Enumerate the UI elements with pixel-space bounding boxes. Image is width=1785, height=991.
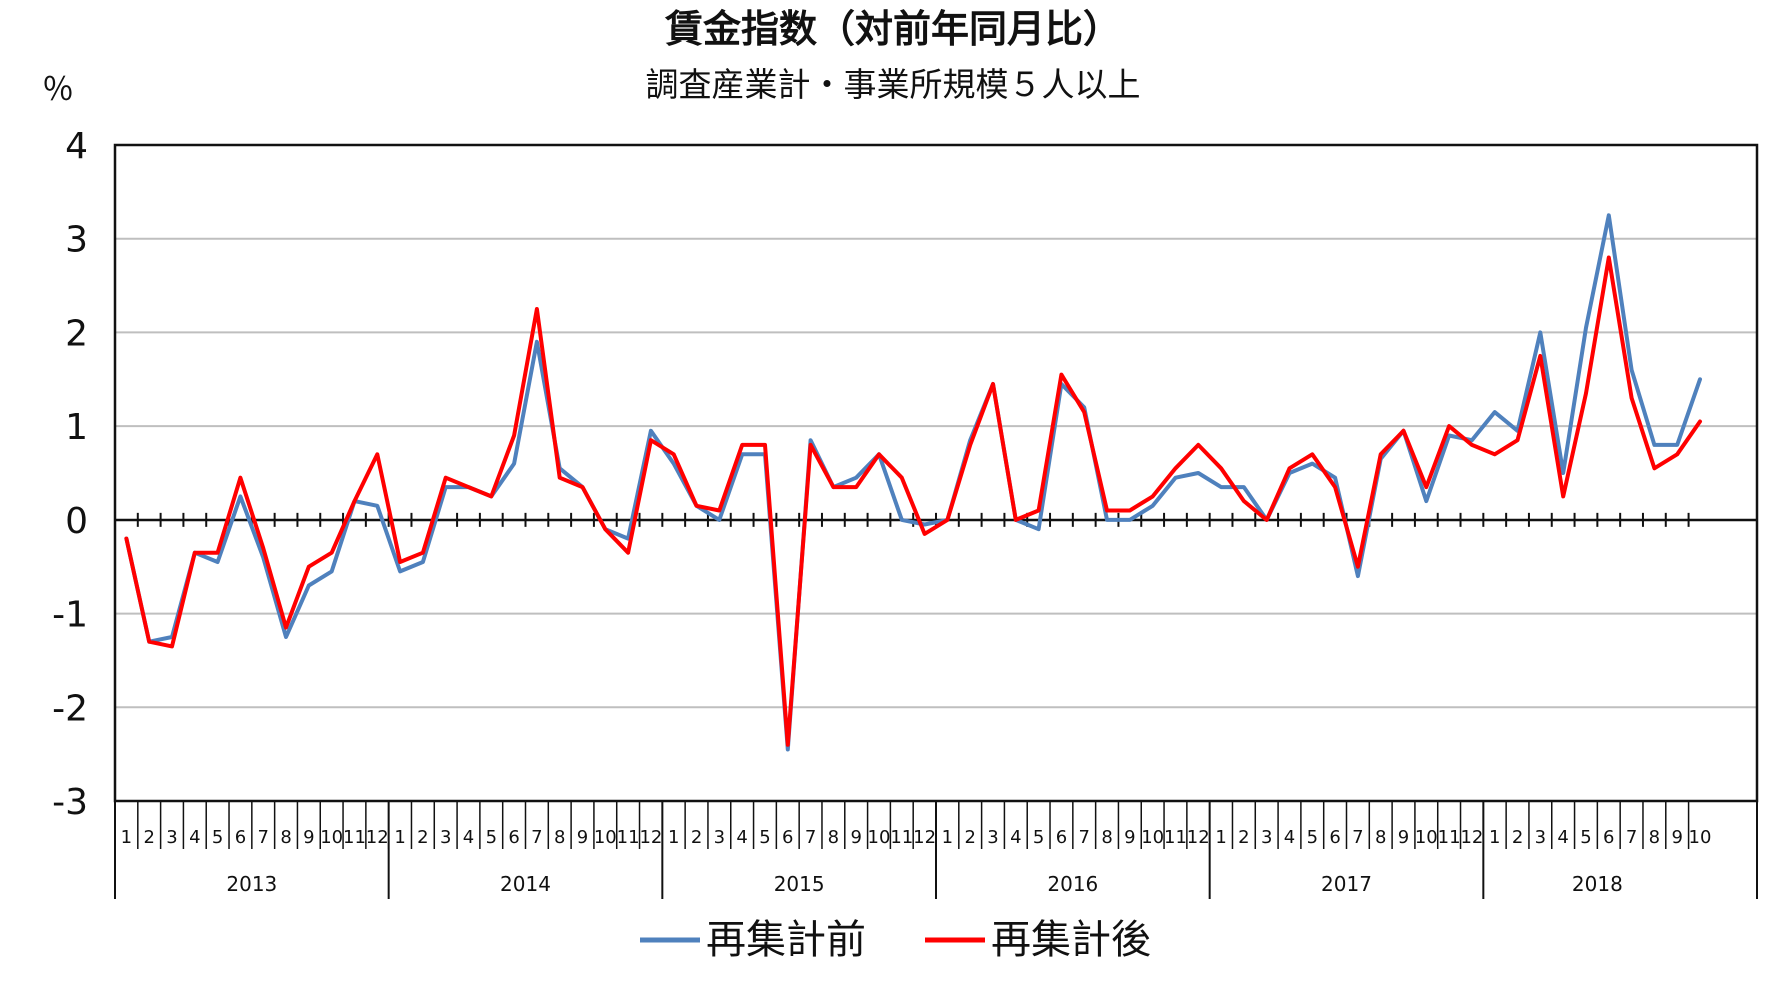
year-label: 2017 xyxy=(1321,872,1372,896)
month-tick-label: 11 xyxy=(890,827,913,848)
month-tick-label: 7 xyxy=(1079,827,1090,848)
month-tick-label: 9 xyxy=(1671,827,1682,848)
month-tick-label: 4 xyxy=(463,827,474,848)
month-tick-label: 7 xyxy=(1626,827,1637,848)
month-tick-label: 4 xyxy=(189,827,200,848)
year-label: 2018 xyxy=(1572,872,1623,896)
month-tick-label: 7 xyxy=(805,827,816,848)
month-tick-label: 6 xyxy=(235,827,246,848)
month-tick-label: 6 xyxy=(1329,827,1340,848)
month-tick-label: 2 xyxy=(691,827,702,848)
y-tick-label: 0 xyxy=(65,501,88,542)
month-tick-label: 9 xyxy=(1124,827,1135,848)
series-line-1 xyxy=(124,213,1702,752)
y-tick-label: -2 xyxy=(52,688,88,729)
y-tick-label: 1 xyxy=(65,407,88,448)
month-tick-label: 10 xyxy=(1141,827,1164,848)
month-tick-label: 10 xyxy=(1415,827,1438,848)
month-tick-label: 1 xyxy=(1489,827,1500,848)
month-tick-label: 11 xyxy=(617,827,640,848)
month-tick-label: 8 xyxy=(828,827,839,848)
month-tick-label: 10 xyxy=(594,827,617,848)
y-tick-label: 2 xyxy=(65,313,88,354)
y-tick-label: 4 xyxy=(65,126,88,167)
chart-title: 賃金指数（対前年同月比） xyxy=(664,7,1121,51)
month-tick-label: 9 xyxy=(1398,827,1409,848)
month-tick-label: 1 xyxy=(121,827,132,848)
month-tick-label: 5 xyxy=(486,827,497,848)
month-tick-label: 12 xyxy=(1460,827,1483,848)
month-tick-label: 4 xyxy=(736,827,747,848)
month-tick-label: 12 xyxy=(366,827,389,848)
month-tick-label: 2 xyxy=(1512,827,1523,848)
month-tick-label: 4 xyxy=(1284,827,1295,848)
plot-area-border xyxy=(113,143,1759,803)
month-tick-label: 8 xyxy=(1649,827,1660,848)
month-tick-label: 8 xyxy=(1375,827,1386,848)
month-tick-label: 10 xyxy=(320,827,343,848)
month-tick-label: 4 xyxy=(1557,827,1568,848)
month-tick-label: 8 xyxy=(280,827,291,848)
month-tick-label: 8 xyxy=(1101,827,1112,848)
month-tick-label: 6 xyxy=(1056,827,1067,848)
gridlines xyxy=(115,237,1757,709)
month-tick-label: 8 xyxy=(554,827,565,848)
month-tick-label: 7 xyxy=(531,827,542,848)
month-tick-label: 11 xyxy=(343,827,366,848)
month-tick-label: 7 xyxy=(1352,827,1363,848)
month-tick-label: 3 xyxy=(987,827,998,848)
month-tick-label: 3 xyxy=(1261,827,1272,848)
month-tick-label: 3 xyxy=(440,827,451,848)
month-tick-label: 7 xyxy=(258,827,269,848)
month-tick-label: 9 xyxy=(577,827,588,848)
month-tick-label: 12 xyxy=(639,827,662,848)
month-tick-label: 2 xyxy=(143,827,154,848)
month-tick-label: 1 xyxy=(668,827,679,848)
month-tick-label: 6 xyxy=(508,827,519,848)
month-tick-label: 12 xyxy=(913,827,936,848)
month-tick-label: 5 xyxy=(212,827,223,848)
month-tick-label: 2 xyxy=(964,827,975,848)
y-tick-labels: 4 3 2 1 0 -1 -2 -3 xyxy=(52,126,88,823)
month-tick-label: 5 xyxy=(1307,827,1318,848)
year-label: 2015 xyxy=(774,872,825,896)
year-label: 2013 xyxy=(226,872,277,896)
year-label: 2014 xyxy=(500,872,551,896)
y-tick-label: 3 xyxy=(65,220,88,261)
month-tick-label: 1 xyxy=(1215,827,1226,848)
month-tick-label: 5 xyxy=(759,827,770,848)
month-tick-label: 11 xyxy=(1164,827,1187,848)
y-tick-label: -1 xyxy=(52,595,88,636)
month-tick-label: 6 xyxy=(1603,827,1614,848)
month-tick-label: 6 xyxy=(782,827,793,848)
y-tick-label: -3 xyxy=(52,782,88,823)
series-line-2 xyxy=(124,255,1702,747)
month-tick-label: 3 xyxy=(166,827,177,848)
month-tick-label: 1 xyxy=(394,827,405,848)
month-tick-label: 3 xyxy=(1535,827,1546,848)
chart-subtitle: 調査産業計・事業所規模５人以上 xyxy=(646,65,1141,104)
month-tick-label: 2 xyxy=(417,827,428,848)
month-tick-label: 1 xyxy=(942,827,953,848)
legend-label-2: 再集計後 xyxy=(991,917,1151,963)
legend: 再集計前 再集計後 xyxy=(640,917,1151,963)
month-tick-label: 3 xyxy=(714,827,725,848)
month-tick-label: 10 xyxy=(868,827,891,848)
month-tick-label: 5 xyxy=(1580,827,1591,848)
month-tick-label: 4 xyxy=(1010,827,1021,848)
series-lines xyxy=(124,213,1702,752)
month-tick-label: 10 xyxy=(1689,827,1712,848)
month-tick-label: 11 xyxy=(1438,827,1461,848)
year-label: 2016 xyxy=(1047,872,1098,896)
month-tick-label: 5 xyxy=(1033,827,1044,848)
y-axis-label: ％ xyxy=(42,70,74,108)
month-tick-label: 12 xyxy=(1187,827,1210,848)
month-tick-label: 2 xyxy=(1238,827,1249,848)
month-tick-label: 9 xyxy=(850,827,861,848)
month-tick-label: 9 xyxy=(303,827,314,848)
legend-label-1: 再集計前 xyxy=(706,917,866,963)
